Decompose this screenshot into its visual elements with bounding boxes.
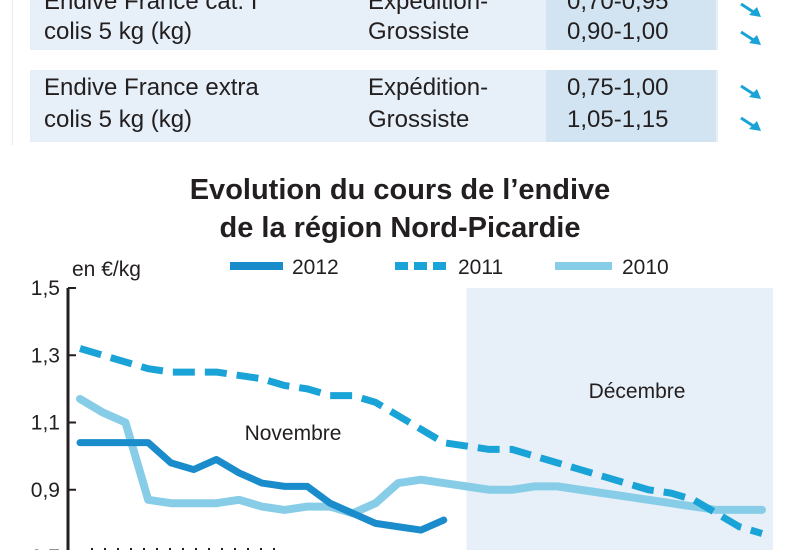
product-name-line2: colis 5 kg (kg): [44, 106, 193, 133]
y-tick-label: 0,7: [31, 546, 60, 550]
price-range: 0,75-1,00: [567, 74, 669, 101]
legend-label-2012: 2012: [292, 256, 339, 279]
series-layer: [76, 345, 766, 537]
period-label-december: Décembre: [589, 380, 686, 403]
y-tick-label: 1,5: [31, 277, 60, 300]
price-column: [546, 0, 716, 142]
stage-line2: Grossiste: [368, 18, 470, 45]
trend-down-icon: [740, 2, 761, 17]
series-line-2011: [79, 345, 763, 537]
stage-line1: Expédition-: [368, 0, 489, 15]
price-table: Endive France cat. I colis 5 kg (kg) Exp…: [0, 0, 800, 150]
series-line-2012: [76, 439, 448, 534]
legend-label-2010: 2010: [622, 256, 669, 279]
legend-label-2011: 2011: [458, 256, 503, 279]
product-name-line1: Endive France cat. I: [44, 0, 258, 15]
price-range: 0,90-1,00: [567, 18, 669, 45]
y-tick-label: 1,3: [31, 344, 60, 367]
product-name-line2: colis 5 kg (kg): [44, 18, 193, 45]
stage-line2: Grossiste: [368, 106, 470, 133]
y-tick-label: 0,9: [31, 479, 60, 502]
y-axis-label: en €/kg: [72, 258, 141, 281]
trend-down-icon: [740, 116, 761, 131]
trend-down-icon: [740, 30, 761, 45]
label-layer: en €/kg Novembre Décembre: [72, 258, 685, 445]
trend-down-icon: [740, 84, 761, 99]
period-label-november: Novembre: [245, 422, 342, 445]
axis-layer: 1,5 1,3 1,1 0,9 0,7: [31, 277, 275, 550]
series-line-2010: [76, 394, 766, 518]
legend: 2012 2011 2010: [230, 256, 669, 279]
chart-title-line1: Evolution du cours de l’endive: [189, 174, 611, 206]
price-range: 0,70-0,95: [567, 0, 669, 15]
product-name-line1: Endive France extra: [44, 74, 259, 101]
row-separator: [546, 50, 716, 70]
price-range: 1,05-1,15: [567, 106, 669, 133]
y-tick-label: 1,1: [31, 412, 60, 435]
stage-line1: Expédition-: [368, 74, 489, 101]
chart-title-line2: de la région Nord-Picardie: [219, 212, 581, 244]
